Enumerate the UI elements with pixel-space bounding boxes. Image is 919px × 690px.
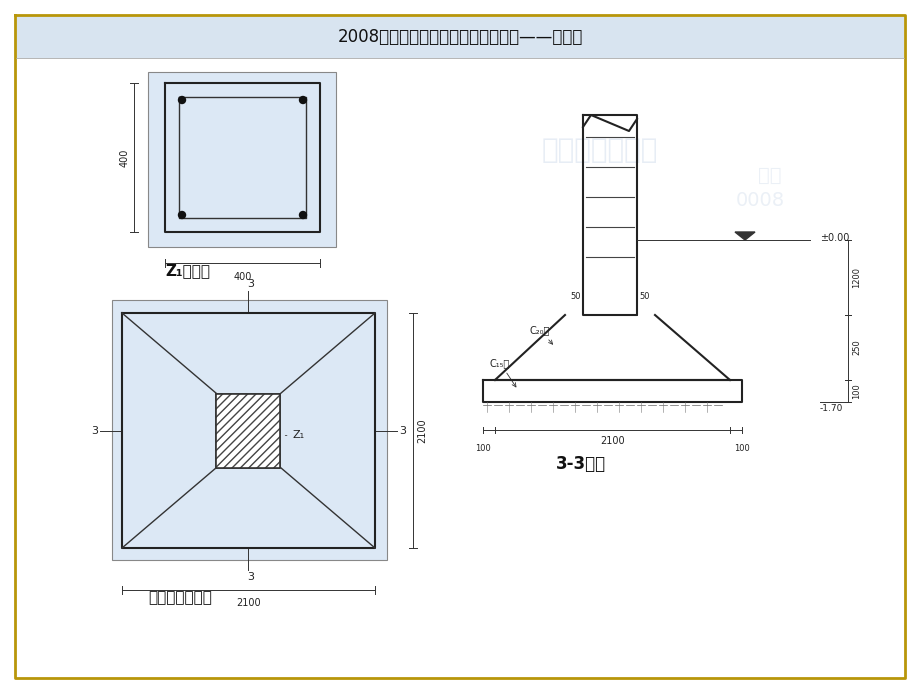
Text: ±0.00: ±0.00 — [819, 233, 848, 243]
Text: 2008年全国建设工程造价员资格考试——案例一: 2008年全国建设工程造价员资格考试——案例一 — [337, 28, 582, 46]
Text: Z₁: Z₁ — [285, 431, 304, 440]
Text: 建工造价员资格: 建工造价员资格 — [541, 136, 657, 164]
Text: 独立基础平面图: 独立基础平面图 — [148, 590, 211, 605]
Text: 3: 3 — [91, 426, 98, 435]
Text: 50: 50 — [570, 292, 581, 301]
Bar — [148, 72, 335, 247]
Bar — [216, 393, 280, 468]
Text: 400: 400 — [233, 272, 252, 282]
Text: 2100: 2100 — [236, 598, 260, 608]
Text: 0008: 0008 — [734, 190, 784, 210]
Text: 1200: 1200 — [851, 267, 860, 288]
Bar — [16, 16, 903, 58]
Text: C₁₅砼: C₁₅砼 — [490, 358, 516, 387]
Text: 3: 3 — [246, 572, 254, 582]
Text: 3: 3 — [399, 426, 405, 435]
Text: -1.70: -1.70 — [819, 404, 843, 413]
Text: 100: 100 — [474, 444, 491, 453]
Text: 3-3剖面: 3-3剖面 — [555, 455, 606, 473]
Text: 3: 3 — [246, 279, 254, 289]
Bar — [112, 300, 387, 560]
Circle shape — [300, 97, 306, 104]
Text: 250: 250 — [851, 339, 860, 355]
Polygon shape — [734, 232, 754, 240]
Text: 50: 50 — [639, 292, 649, 301]
Text: 100: 100 — [851, 383, 860, 399]
Text: C₂₀砼: C₂₀砼 — [529, 325, 552, 344]
Circle shape — [300, 212, 306, 219]
Text: 全平: 全平 — [757, 166, 781, 184]
Text: 2100: 2100 — [416, 418, 426, 443]
Circle shape — [178, 212, 186, 219]
Text: 100: 100 — [733, 444, 749, 453]
Text: 400: 400 — [119, 148, 130, 167]
Text: 2100: 2100 — [599, 436, 624, 446]
Text: Z₁柱断面: Z₁柱断面 — [165, 263, 210, 278]
Circle shape — [178, 97, 186, 104]
